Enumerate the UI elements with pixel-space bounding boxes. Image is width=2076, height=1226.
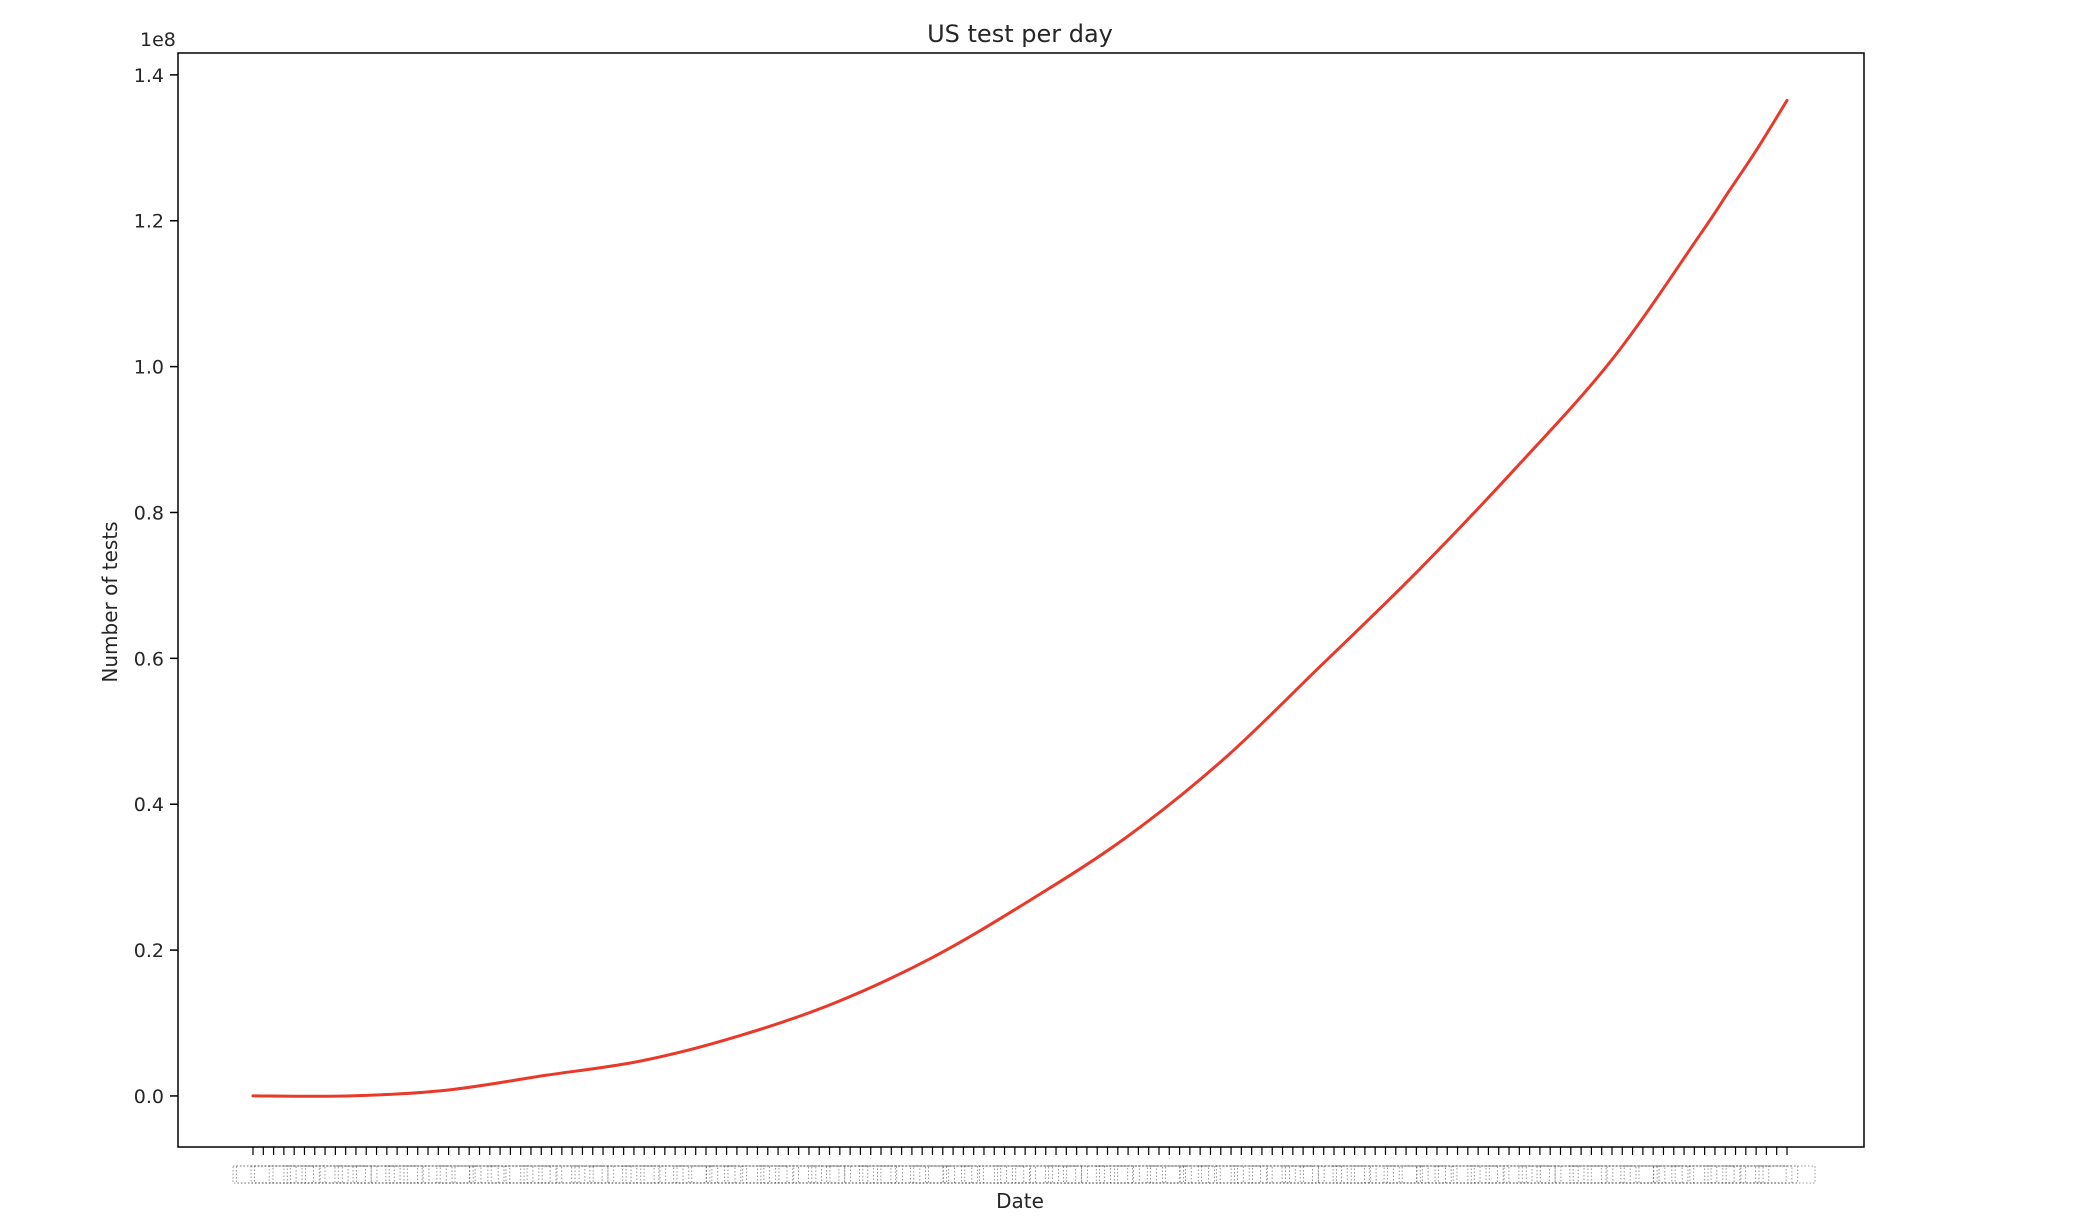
x-tick-label	[250, 1165, 297, 1184]
x-tick-label	[1063, 1165, 1111, 1184]
x-tick-label	[454, 1165, 505, 1184]
y-tick-label: 0.4	[134, 794, 164, 816]
y-tick-label: 1.0	[134, 357, 164, 379]
x-tick-label	[811, 1165, 869, 1184]
x-tick-label	[928, 1165, 978, 1184]
x-axis-label: Date	[996, 1189, 1044, 1213]
x-tick-label	[760, 1165, 817, 1184]
x-tick-label	[1197, 1165, 1244, 1184]
x-tick-label	[742, 1165, 794, 1184]
x-tick-label	[877, 1165, 927, 1184]
x-tick-label	[1689, 1165, 1741, 1184]
y-axis-offset-label: 1e8	[140, 29, 176, 51]
x-tick-label	[1354, 1165, 1417, 1184]
y-tick-label: 0.2	[134, 940, 164, 962]
x-tick-label	[421, 1165, 476, 1184]
x-tick-label	[961, 1165, 1007, 1184]
x-tick-label	[1452, 1165, 1504, 1184]
series-line-tests	[251, 98, 1789, 1098]
x-tick-label	[1299, 1165, 1348, 1184]
x-tick-label	[1113, 1165, 1163, 1184]
x-tick-label	[1317, 1165, 1371, 1184]
x-tick-label	[523, 1165, 580, 1184]
y-tick-label: 0.0	[134, 1086, 164, 1108]
x-tick-label	[1368, 1165, 1423, 1184]
x-tick-label	[1383, 1165, 1429, 1184]
x-tick-label	[1707, 1165, 1764, 1184]
x-tick-label	[436, 1165, 482, 1184]
x-tick-label	[1587, 1165, 1637, 1184]
x-tick-label	[1554, 1165, 1608, 1184]
x-tick-label	[658, 1165, 713, 1184]
y-axis-label: Number of tests	[98, 521, 122, 682]
x-tick-label	[826, 1165, 875, 1184]
x-tick-label	[895, 1165, 950, 1184]
x-tick-label	[232, 1165, 274, 1184]
x-tick-label	[1521, 1165, 1579, 1184]
x-tick-label	[640, 1165, 690, 1184]
x-tick-label	[1266, 1165, 1319, 1184]
x-tick-label	[1605, 1165, 1660, 1184]
x-tick-label	[1164, 1165, 1215, 1184]
x-tick-label	[1117, 1165, 1181, 1184]
x-tick-label	[1470, 1165, 1527, 1184]
plot-frame	[177, 52, 1865, 1148]
x-tick-label	[235, 1165, 291, 1184]
y-tick-label: 1.4	[134, 65, 164, 87]
x-tick-label	[352, 1165, 401, 1184]
x-tick-label	[1081, 1165, 1134, 1184]
x-tick-label	[691, 1165, 742, 1184]
x-tick-label	[1638, 1165, 1689, 1184]
x-tick-label	[1503, 1165, 1556, 1184]
x-tick-label	[1620, 1165, 1666, 1184]
x-tick-label	[403, 1165, 453, 1184]
x-tick-label	[505, 1165, 557, 1184]
y-tick-label: 0.8	[134, 502, 164, 524]
x-axis-ticks	[232, 1147, 1816, 1184]
x-tick-label	[1434, 1165, 1481, 1184]
x-tick-label	[1132, 1165, 1186, 1184]
x-tick-label	[574, 1165, 632, 1184]
x-tick-label	[673, 1165, 719, 1184]
x-tick-label	[337, 1165, 395, 1184]
x-tick-label	[1671, 1165, 1718, 1184]
x-tick-label	[1536, 1165, 1585, 1184]
x-tick-label	[1234, 1165, 1290, 1184]
x-tick-label	[880, 1165, 944, 1184]
x-tick-label	[1285, 1165, 1342, 1184]
x-tick-label	[406, 1165, 470, 1184]
x-tick-label	[1755, 1165, 1799, 1184]
x-tick-label	[1725, 1165, 1787, 1184]
x-tick-label	[1590, 1165, 1654, 1184]
x-tick-label	[793, 1165, 846, 1184]
y-axis-ticks: 0.0 0.2 0.4 0.6 0.8 1.0 1.2 1.4	[134, 65, 178, 1108]
x-tick-label	[268, 1165, 320, 1184]
x-tick-label	[1350, 1165, 1400, 1184]
x-tick-label	[1215, 1165, 1267, 1184]
x-tick-label	[487, 1165, 534, 1184]
x-tick-label	[319, 1165, 372, 1184]
x-tick-label	[1048, 1165, 1106, 1184]
y-tick-label: 1.2	[134, 211, 164, 233]
x-tick-label	[724, 1165, 771, 1184]
x-tick-label	[844, 1165, 898, 1184]
x-tick-label	[1740, 1165, 1793, 1184]
x-tick-label	[1758, 1165, 1816, 1184]
x-tick-label	[370, 1165, 424, 1184]
x-tick-label	[1146, 1165, 1192, 1184]
x-tick-label	[1030, 1165, 1082, 1184]
chart-title: US test per day	[927, 20, 1113, 48]
x-tick-label	[910, 1165, 955, 1184]
x-tick-label	[1401, 1165, 1452, 1184]
x-tick-label	[997, 1165, 1054, 1184]
x-tick-label	[556, 1165, 609, 1184]
x-tick-label	[286, 1165, 343, 1184]
y-tick-label: 0.6	[134, 648, 164, 670]
x-tick-label	[643, 1165, 707, 1184]
x-tick-label	[607, 1165, 661, 1184]
x-tick-label	[979, 1165, 1030, 1184]
x-tick-label	[589, 1165, 638, 1184]
